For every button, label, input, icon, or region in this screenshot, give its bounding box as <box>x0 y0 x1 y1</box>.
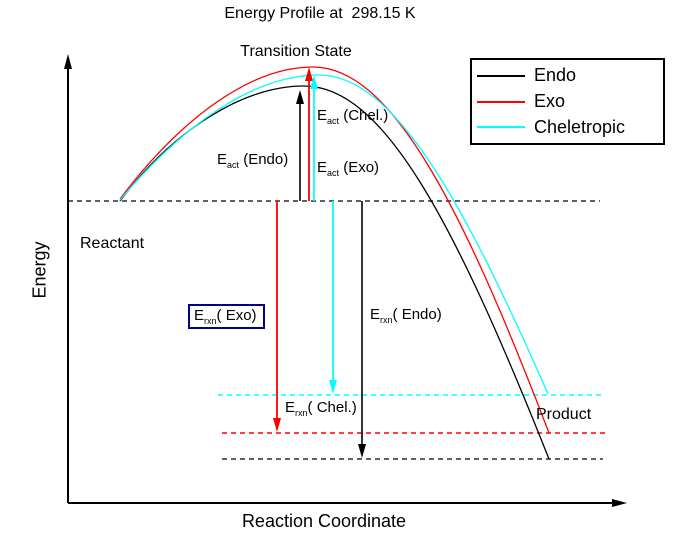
product-label: Product <box>536 406 592 423</box>
exo-curve <box>119 66 550 434</box>
eact-exo-arrow <box>305 67 313 201</box>
erxn-endo-label: Erxn( Endo) <box>370 306 442 325</box>
eact-chel-arrow <box>310 75 318 201</box>
legend-label-endo: Endo <box>534 65 577 86</box>
cheletropic-line-sample-icon <box>477 126 525 129</box>
erxn-exo-arrow <box>273 201 281 432</box>
reactant-label: Reactant <box>80 235 145 252</box>
transition-state-label: Transition State <box>240 43 352 60</box>
legend-item-exo: Exo <box>472 89 663 115</box>
erxn-chel-label: Erxn( Chel.) <box>285 399 357 418</box>
cheletropic-curve <box>119 74 549 395</box>
x-axis-label: Reaction Coordinate <box>241 511 407 531</box>
legend-item-cheletropic: Cheletropic <box>472 114 663 140</box>
eact-endo-arrow <box>296 90 304 201</box>
legend-item-endo: Endo <box>472 63 663 89</box>
exo-line-sample-icon <box>477 100 525 103</box>
eact-exo-label: Eact (Exo) <box>317 159 380 178</box>
endo-line-sample-icon <box>477 74 525 77</box>
y-axis-arrowhead-icon <box>64 54 72 69</box>
erxn-exo-label-boxed: Erxn( Exo) <box>188 304 265 329</box>
eact-chel-label: Eact (Chel.) <box>317 107 389 126</box>
eact-endo-label: Eact (Endo) <box>217 151 289 170</box>
legend-label-exo: Exo <box>534 91 566 111</box>
x-axis-arrowhead-icon <box>612 499 627 507</box>
y-axis-label: Energy <box>29 241 50 299</box>
chart-title: Energy Profile at 298.15 K <box>224 5 416 22</box>
erxn-endo-arrow <box>358 201 366 458</box>
erxn-chel-arrow <box>329 201 337 394</box>
legend-label-cheletropic: Cheletropic <box>534 116 626 137</box>
legend: Endo Exo Cheletropic <box>470 58 665 145</box>
